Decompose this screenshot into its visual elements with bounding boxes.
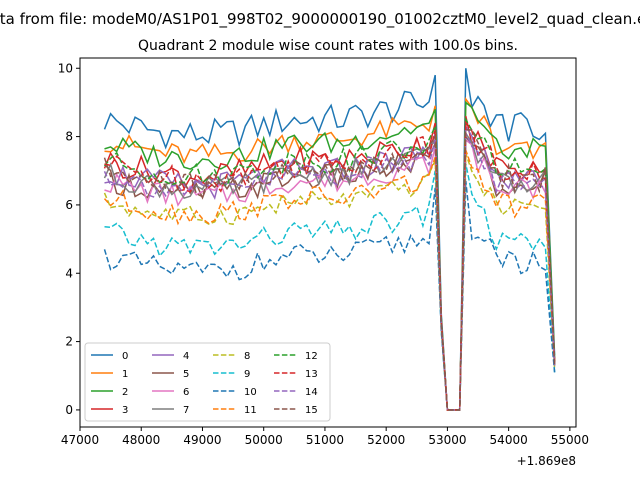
series-line-14 [103,132,556,411]
legend-box [84,342,331,422]
y-tick-label: 0 [65,403,73,417]
y-tick-label: 6 [65,198,73,212]
series-line-2 [104,100,556,411]
figure-suptitle: Data from file: modeM0/AS1P01_998T02_900… [0,10,640,29]
x-tick-label: 50000 [245,433,283,447]
y-axis: 0 2 4 6 8 10 [58,61,80,417]
series-line-4 [104,123,556,411]
x-tick-label: 53000 [428,433,466,447]
legend-label-1: 1 [122,369,128,380]
series-lines [103,68,556,411]
x-axis: 47000 48000 49000 50000 51000 52000 53000 54000… [61,427,589,447]
y-tick-label: 8 [65,130,73,144]
x-tick-label: 51000 [306,433,344,447]
series-line-11 [103,149,556,411]
legend-label-12: 12 [305,351,318,362]
x-tick-label: 47000 [61,433,99,447]
x-tick-label: 52000 [367,433,405,447]
x-axis-offset-label: +1.869e8 [517,454,576,468]
series-line-9 [104,163,556,411]
legend-label-9: 9 [244,369,250,380]
legend-label-3: 3 [122,405,128,416]
legend-label-13: 13 [305,369,318,380]
legend-label-6: 6 [183,387,189,398]
legend-label-11: 11 [244,405,257,416]
y-tick-label: 10 [58,61,73,75]
legend-label-8: 8 [244,351,250,362]
legend-label-4: 4 [183,351,189,362]
axes-frame [79,57,577,428]
chart-title: Quadrant 2 module wise count rates with … [138,38,518,54]
legend-label-10: 10 [244,387,257,398]
x-tick-label: 55000 [551,433,589,447]
y-tick-label: 2 [65,335,73,349]
series-line-12 [103,116,556,411]
series-line-0 [103,68,556,411]
series-line-10 [103,180,556,411]
legend-label-0: 0 [122,351,128,362]
series-line-15 [103,129,556,411]
y-tick-label: 4 [65,266,73,280]
plot-area: 47000 48000 49000 50000 51000 52000 53000 54000… [58,57,589,468]
x-tick-label: 54000 [490,433,528,447]
legend-label-15: 15 [305,405,318,416]
legend-label-14: 14 [305,387,318,398]
x-tick-label: 48000 [122,433,160,447]
legend-label-2: 2 [122,387,128,398]
legend-label-7: 7 [183,405,189,416]
legend-label-5: 5 [183,369,189,380]
x-tick-label: 49000 [183,433,221,447]
